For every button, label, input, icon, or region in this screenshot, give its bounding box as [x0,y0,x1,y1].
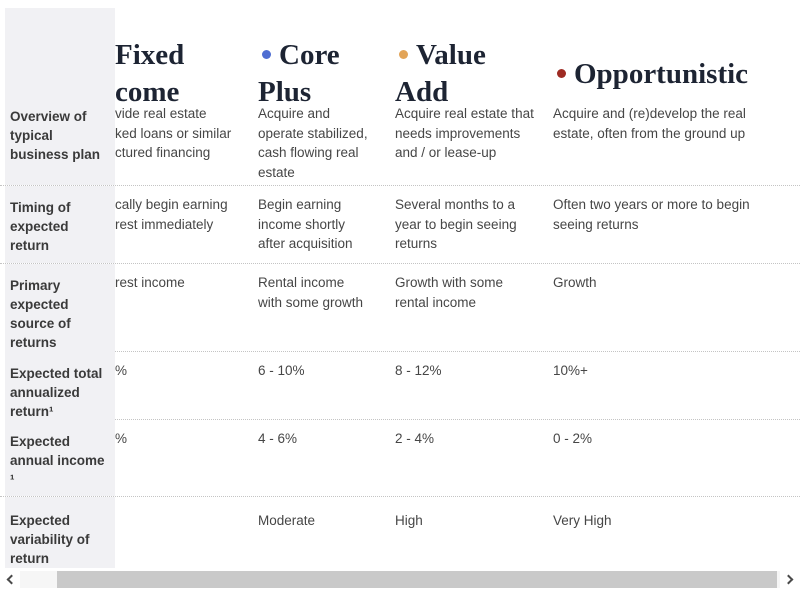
cell-fixed-income [115,497,258,568]
table-row: Timing of expected return cally begin ea… [0,186,800,264]
cell-core-plus: Moderate [258,513,316,528]
table-row: Expected total annualized return¹ % 6 - … [0,352,800,421]
cell-value-add: Several months to a year to begin seeing… [395,197,517,251]
row-label-total-return: Expected total annualized return¹ [0,352,115,421]
cell-core-plus: Rental income with some growth [258,275,364,310]
opportunistic-dot-icon [557,68,566,78]
column-header-label: Value Add [395,39,486,108]
scroll-left-button[interactable] [0,571,20,588]
column-header-label: Core Plus [258,39,340,108]
row-label-primary-source: Primary expected source of returns [0,264,115,352]
header-label-spacer [0,0,115,111]
chevron-left-icon [6,574,17,585]
table-row: Overview of typical business plan vide r… [0,95,800,186]
column-header-core-plus: Core Plus [258,0,395,111]
table-row: Primary expected source of returns rest … [0,264,800,352]
column-header-label: Opportunistic [574,57,749,90]
column-header-label: Fixed come [115,39,185,108]
cell-fixed-income: % [115,363,128,378]
chevron-right-icon [783,574,794,585]
cell-value-add: Growth with some rental income [395,275,504,310]
cell-opportunistic: 0 - 2% [553,431,593,446]
cell-opportunistic: Acquire and (re)develop the real estate,… [553,106,746,141]
cell-core-plus: Begin earning income shortly after acqui… [258,197,353,251]
row-label-overview: Overview of typical business plan [0,95,115,185]
cell-fixed-income: rest income [115,275,185,290]
table-header-row: Fixed come Core Plus Value Add Opportuni… [0,0,800,111]
row-label-variability: Expected variability of return [0,497,115,568]
core-plus-dot-icon [262,50,271,60]
cell-opportunistic: Often two years or more to begin seeing … [553,197,750,232]
cell-opportunistic: Growth [553,275,597,290]
column-header-value-add: Value Add [395,0,553,111]
cell-core-plus: 4 - 6% [258,431,298,446]
cell-fixed-income: % [115,431,128,446]
scroll-right-button[interactable] [780,571,800,588]
table-row: Expected variability of return Moderate … [0,497,800,568]
cell-value-add: 2 - 4% [395,431,435,446]
cell-core-plus: 6 - 10% [258,363,305,378]
cell-value-add: Acquire real estate that needs improveme… [395,106,534,160]
row-label-annual-income: Expected annual income ¹ [0,420,115,496]
table-row: Expected annual income ¹ % 4 - 6% 2 - 4%… [0,420,800,497]
value-add-dot-icon [399,50,408,60]
cell-opportunistic: Very High [553,513,612,528]
cell-core-plus: Acquire and operate stabilized, cash flo… [258,106,368,180]
cell-value-add: High [395,513,423,528]
horizontal-scrollbar-track[interactable] [0,571,800,588]
column-header-opportunistic: Opportunistic [553,19,800,93]
cell-value-add: 8 - 12% [395,363,442,378]
cell-opportunistic: 10%+ [553,363,588,378]
column-header-fixed-income: Fixed come [115,0,258,111]
horizontal-scrollbar-thumb[interactable] [57,571,777,588]
cell-fixed-income: vide real estate ked loans or similar ct… [115,106,232,160]
cell-fixed-income: cally begin earning rest immediately [115,197,228,232]
row-label-timing: Timing of expected return [0,186,115,263]
